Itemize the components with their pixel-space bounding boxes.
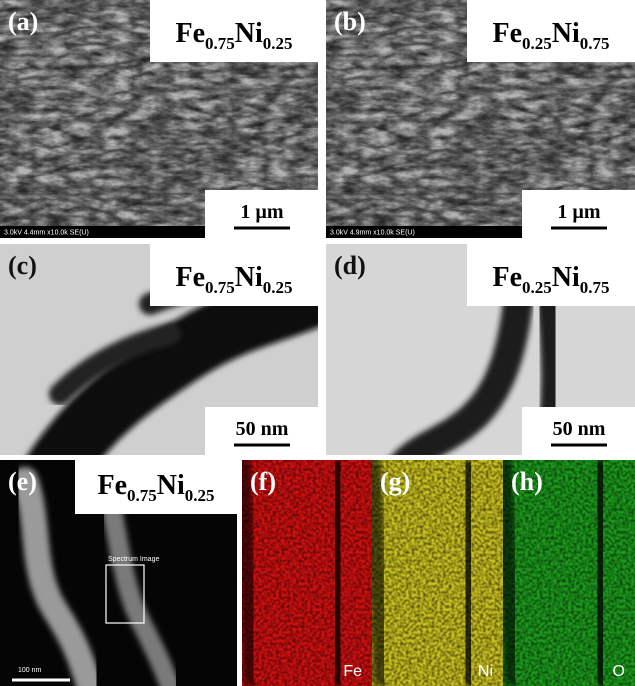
gap bbox=[322, 460, 353, 686]
element-symbol: Ni bbox=[552, 262, 580, 293]
composition: Fe0.75Ni0.25 bbox=[175, 262, 292, 297]
element-symbol: Ni bbox=[235, 18, 263, 49]
subscript: 0.75 bbox=[205, 34, 235, 53]
subscript: 0.25 bbox=[522, 278, 552, 297]
gap bbox=[503, 460, 523, 686]
scale-box bbox=[522, 190, 635, 238]
panel-label: (c) bbox=[8, 251, 37, 280]
scale-box bbox=[205, 190, 318, 238]
subscript: 0.75 bbox=[205, 278, 235, 297]
element-symbol: Ni bbox=[235, 262, 263, 293]
composition: Fe0.75Ni0.25 bbox=[97, 470, 214, 505]
subscript: 0.25 bbox=[263, 278, 293, 297]
panel-label: (f) bbox=[250, 467, 276, 496]
scale-label: 50 nm bbox=[236, 418, 289, 440]
panel: (d) Fe0.25Ni0.75 50 nm bbox=[326, 244, 635, 455]
composition: Fe0.25Ni0.75 bbox=[492, 18, 609, 53]
scale-label: 50 nm bbox=[553, 418, 606, 440]
gap bbox=[453, 460, 484, 686]
element-label: O bbox=[613, 663, 625, 680]
element-symbol: Fe bbox=[97, 470, 127, 501]
scale-box bbox=[205, 407, 318, 455]
element-symbol: Ni bbox=[157, 470, 185, 501]
composition: Fe0.25Ni0.75 bbox=[492, 262, 609, 297]
subscript: 0.25 bbox=[522, 34, 552, 53]
scale-box bbox=[522, 407, 635, 455]
panel-label: (b) bbox=[334, 7, 366, 36]
panel: Ni (g) bbox=[372, 460, 503, 686]
info-text: 3.0kV 4.9mm x10.0k SE(U) bbox=[330, 230, 415, 237]
element-symbol: Fe bbox=[175, 18, 205, 49]
panel-label: (g) bbox=[380, 467, 410, 496]
info-strip bbox=[0, 226, 205, 238]
scale-label: 1 µm bbox=[240, 201, 284, 223]
composition: Fe0.75Ni0.25 bbox=[175, 18, 292, 53]
panel: Spectrum Image (e) Fe0.75Ni0.25 100 nm bbox=[0, 460, 237, 686]
panel-label: (d) bbox=[334, 251, 366, 280]
particle bbox=[391, 259, 536, 455]
composition-box bbox=[467, 244, 635, 306]
info-strip bbox=[326, 226, 522, 238]
scale-label: 100 nm bbox=[18, 667, 42, 674]
panel: (c) Fe0.75Ni0.25 50 nm bbox=[0, 244, 318, 455]
gap bbox=[372, 460, 392, 686]
particle bbox=[12, 467, 103, 686]
element-symbol: Fe bbox=[492, 262, 522, 293]
subscript: 0.75 bbox=[127, 486, 157, 505]
panel: Fe (f) bbox=[242, 460, 372, 686]
panel: (b) Fe0.25Ni0.75 1 µm 3.0kV 4.9mm x10.0k SE… bbox=[326, 0, 635, 238]
gap bbox=[242, 460, 262, 686]
panel: O (h) bbox=[503, 460, 635, 686]
subscript: 0.25 bbox=[185, 486, 215, 505]
panel-label: (e) bbox=[8, 467, 37, 496]
subscript: 0.25 bbox=[263, 34, 293, 53]
composition-box bbox=[150, 0, 318, 62]
composition-box bbox=[150, 244, 318, 306]
element-label: Ni bbox=[478, 663, 493, 680]
element-symbol: Fe bbox=[175, 262, 205, 293]
composition-box bbox=[467, 0, 635, 62]
spectrum-label: Spectrum Image bbox=[108, 556, 159, 563]
composition-box bbox=[75, 460, 237, 514]
subscript: 0.75 bbox=[580, 34, 610, 53]
panel-label: (a) bbox=[8, 7, 38, 36]
panel: (a) Fe0.75Ni0.25 1 µm 3.0kV 4.4mm x10.0k SE… bbox=[0, 0, 318, 238]
element-symbol: Fe bbox=[492, 18, 522, 49]
element-symbol: Ni bbox=[552, 18, 580, 49]
gap bbox=[585, 460, 616, 686]
panel-label: (h) bbox=[511, 467, 543, 496]
spectrum-box bbox=[105, 564, 145, 624]
particle bbox=[100, 490, 180, 686]
info-text: 3.0kV 4.4mm x10.0k SE(U) bbox=[4, 230, 89, 237]
element-label: Fe bbox=[343, 663, 362, 680]
scale-label: 1 µm bbox=[557, 201, 601, 223]
subscript: 0.75 bbox=[580, 278, 610, 297]
